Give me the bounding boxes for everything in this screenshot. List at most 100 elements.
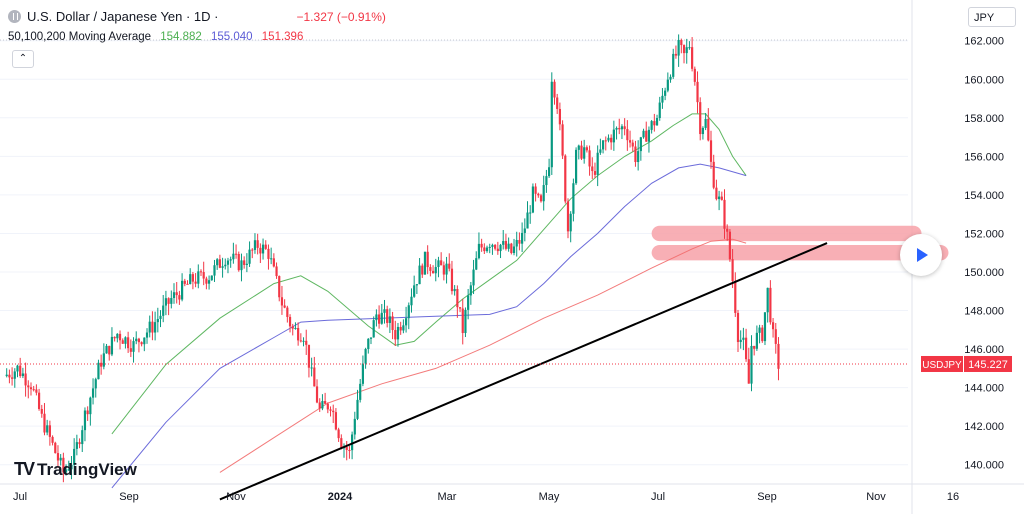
resistance-zones[interactable] <box>651 225 949 261</box>
time-tick-label: 2024 <box>328 491 353 503</box>
candle-body <box>73 448 76 465</box>
candle-body <box>377 314 381 324</box>
candle-body <box>631 142 634 147</box>
candle-body <box>545 176 548 186</box>
candle-body <box>186 283 189 285</box>
candle-body <box>628 140 632 143</box>
candle-body <box>620 126 624 130</box>
candle-body <box>761 327 764 342</box>
time-axis[interactable]: Jul Sep Nov 2024 Mar May Jul Sep Nov 16 <box>13 491 959 503</box>
candle-body <box>485 247 489 252</box>
candle-body <box>10 377 14 379</box>
price-tick-label: 158.000 <box>964 113 1004 125</box>
candle-body <box>194 281 197 284</box>
candle-body <box>159 315 162 319</box>
candle-body <box>315 386 319 403</box>
candle-body <box>577 145 580 150</box>
price-change: −1.327 (−0.91%) <box>296 9 386 24</box>
tradingview-logo[interactable]: TV TradingView <box>14 459 137 480</box>
candle-body <box>718 196 721 200</box>
candle-body <box>413 285 416 297</box>
replay-play-button[interactable] <box>900 234 942 276</box>
ma50-line <box>111 113 747 435</box>
candle-body <box>583 147 586 159</box>
candle-body <box>294 327 297 329</box>
ma100-value: 155.040 <box>211 31 253 43</box>
candle-body <box>135 338 138 342</box>
candle-body <box>348 449 351 451</box>
candle-body <box>707 118 710 141</box>
price-axis[interactable]: 140.000 142.000 144.000 146.000 148.000 150.0… <box>964 36 1004 472</box>
collapse-legend-button[interactable]: ⌃ <box>12 50 34 68</box>
candle-body <box>566 201 570 232</box>
candle-body <box>709 140 713 162</box>
candle-body <box>472 269 475 286</box>
candle-body <box>151 321 154 333</box>
candle-body <box>356 399 359 419</box>
candle-body <box>113 336 116 339</box>
candle-body <box>345 446 348 450</box>
candle-body <box>318 402 321 409</box>
candle-body <box>753 345 756 349</box>
candle-body <box>299 340 302 342</box>
candle-body <box>164 298 168 306</box>
candle-body <box>758 327 761 333</box>
symbol-icon <box>8 10 21 23</box>
candle-body <box>701 127 705 135</box>
candle-body <box>226 260 230 265</box>
candle-body <box>431 270 435 274</box>
ma-legend[interactable]: 50,100,200 Moving Average 154.882 155.04… <box>8 31 309 43</box>
candle-body <box>601 140 605 150</box>
candle-body <box>502 241 505 245</box>
candle-body <box>742 337 745 340</box>
candle-body <box>639 137 642 152</box>
candle-body <box>154 322 157 333</box>
price-tick-label: 148.000 <box>964 306 1004 318</box>
candle-body <box>78 442 81 445</box>
price-tag-price-bg <box>964 355 1012 372</box>
candle-body <box>37 392 41 409</box>
tradingview-logo-icon: TV <box>14 459 35 479</box>
candle-body <box>526 212 529 229</box>
candle-body <box>313 367 316 387</box>
candle-body <box>205 278 208 284</box>
candle-body <box>24 373 27 386</box>
candle-body <box>129 348 132 352</box>
price-tag-symbol: USDJPY <box>922 360 962 371</box>
candle-body <box>170 298 173 304</box>
candle-body <box>650 121 653 130</box>
candle-body <box>539 195 543 202</box>
candle-body <box>272 258 275 267</box>
trendline[interactable] <box>219 242 828 501</box>
candle-body <box>553 81 556 98</box>
candle-body <box>372 320 375 338</box>
candle-body <box>755 332 758 349</box>
candle-body <box>143 337 146 345</box>
candle-body <box>216 259 219 266</box>
candle-body <box>569 213 572 232</box>
price-tick-label: 152.000 <box>964 228 1004 240</box>
candle-body <box>56 453 60 461</box>
time-tick-label: Sep <box>757 491 777 503</box>
candle-body <box>699 102 702 135</box>
candle-body <box>291 326 294 329</box>
price-tick-label: 156.000 <box>964 151 1004 163</box>
candle-body <box>499 244 502 252</box>
candle-body <box>645 130 648 142</box>
currency-button[interactable]: JPY <box>968 7 1016 27</box>
time-tick-label: Nov <box>226 491 246 503</box>
candle-body <box>326 403 329 410</box>
candle-body <box>423 251 427 275</box>
candle-body <box>491 244 494 247</box>
candle-body <box>523 228 526 233</box>
candle-body <box>599 149 602 153</box>
candle-body <box>167 298 170 304</box>
candle-body <box>728 231 731 260</box>
candle-body <box>507 243 510 249</box>
candle-body <box>623 126 626 130</box>
symbol-title[interactable]: U.S. Dollar / Japanese Yen · 1D · <box>27 9 219 24</box>
candle-body <box>86 410 89 415</box>
last-price-tag: USDJPY 145.227 <box>0 355 1012 372</box>
candle-body <box>259 247 262 254</box>
